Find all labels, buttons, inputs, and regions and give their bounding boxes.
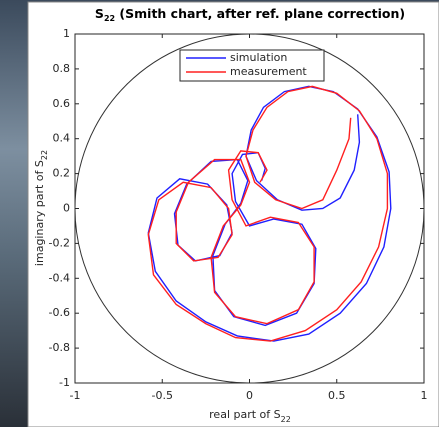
y-tick-label: -0.4 [49, 271, 70, 284]
x-tick-label: 0.5 [328, 389, 346, 402]
x-tick-label: -0.5 [152, 389, 173, 402]
x-tick-label: -1 [70, 389, 81, 402]
x-axis-label: real part of S22 [209, 408, 291, 424]
series-line [147, 85, 389, 342]
plot: -1 -0.5 0 0.5 1 1 0.8 0.6 0.4 0.2 0 -0.2 -0.4 -0.6 -0.… [49, 27, 428, 402]
y-tick-label: 1 [63, 27, 70, 40]
y-tick-label: -1 [59, 376, 70, 389]
legend-box [179, 49, 325, 82]
plot-area [74, 33, 425, 384]
y-tick-label: 0 [63, 202, 70, 215]
y-tick-label: -0.8 [49, 341, 70, 354]
x-tick-label: 1 [421, 389, 428, 402]
y-tick-label: 0.4 [53, 132, 71, 145]
y-tick-label: -0.6 [49, 306, 70, 319]
y-tick-label: 0.2 [53, 167, 71, 180]
legend-label: simulation [230, 51, 287, 64]
x-tick-label: 0 [246, 389, 253, 402]
chart-title: S22 (Smith chart, after ref. plane corre… [95, 6, 405, 23]
y-tick-label: 0.8 [53, 62, 71, 75]
y-tick-label: 0.6 [53, 97, 71, 110]
y-axis-label: imaginary part of S22 [33, 150, 49, 266]
y-tick-label: -0.2 [49, 236, 70, 249]
legend-label: measurement [230, 65, 307, 78]
